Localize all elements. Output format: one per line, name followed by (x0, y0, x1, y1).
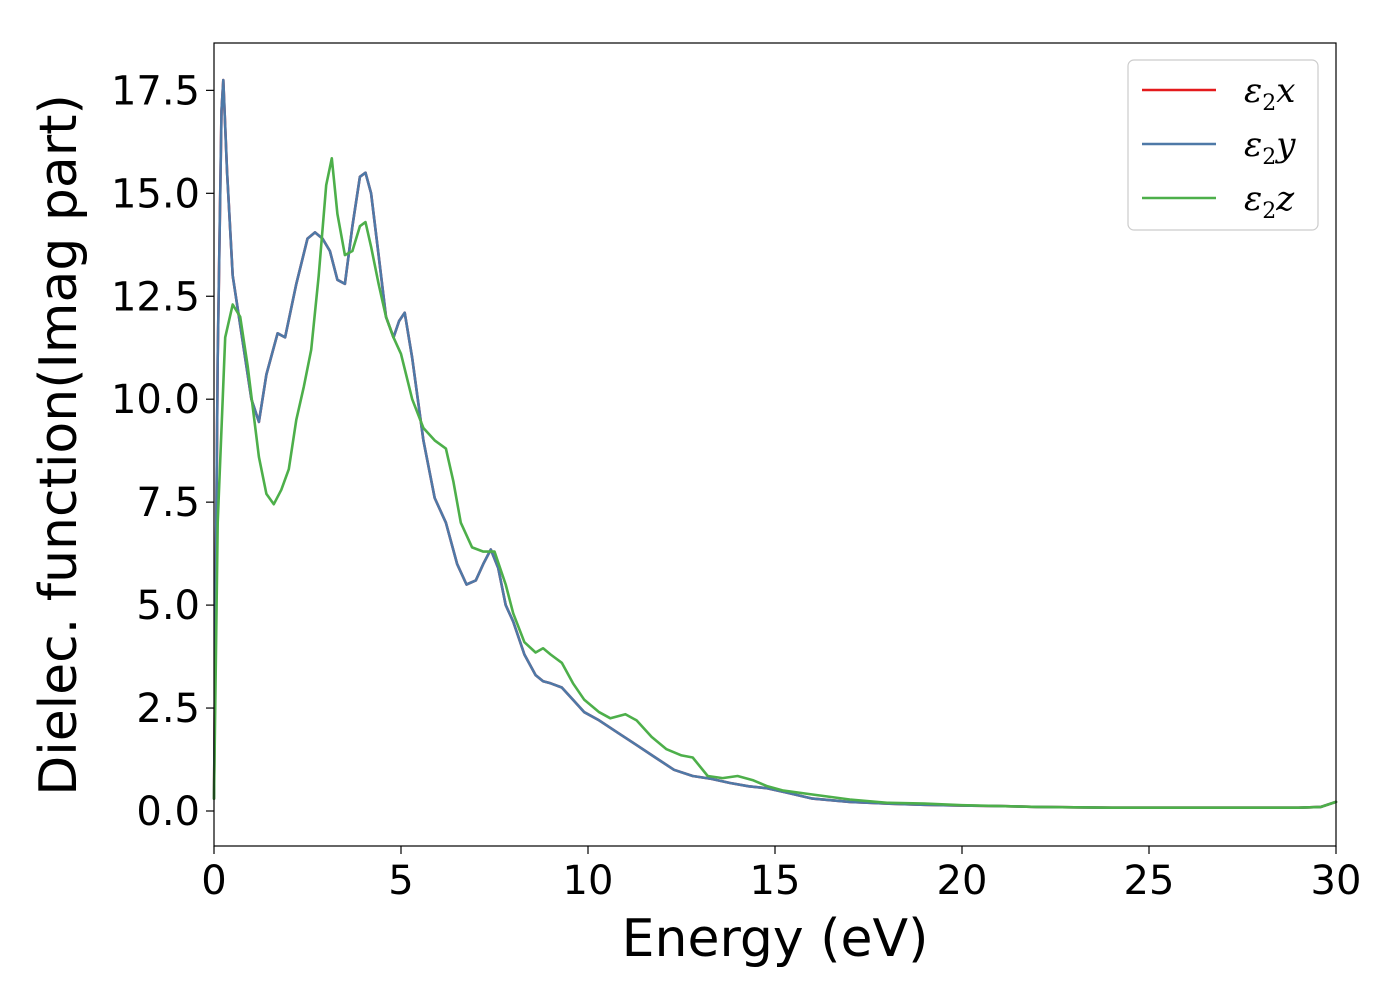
y-tick-label: 2.5 (136, 686, 200, 732)
series-line-z (212, 157, 1338, 809)
legend-box (1127, 59, 1319, 231)
y-tick-label: 15.0 (111, 171, 200, 217)
x-tick-label: 20 (937, 858, 988, 904)
x-tick-label: 30 (1311, 858, 1362, 904)
x-axis-label: Energy (eV) (622, 909, 929, 969)
x-tick-label: 10 (563, 858, 614, 904)
y-tick-label: 17.5 (111, 68, 200, 114)
y-axis: 0.0 2.5 5.0 7.5 10.0 12.5 15.0 17.5 (111, 68, 214, 835)
legend-label-x: ε2x (1244, 71, 1295, 116)
x-tick-label: 5 (388, 858, 413, 904)
x-tick-label: 15 (750, 858, 801, 904)
y-tick-label: 7.5 (136, 480, 200, 526)
y-tick-label: 5.0 (136, 583, 200, 629)
x-tick-label: 25 (1124, 858, 1175, 904)
legend-label-y: ε2y (1244, 125, 1296, 170)
y-tick-label: 12.5 (111, 274, 200, 320)
legend: ε2x ε2y ε2z (1127, 59, 1319, 231)
x-tick-label: 0 (201, 858, 226, 904)
y-axis-label: Dielec. function(Imag part) (29, 94, 89, 796)
legend-label-z: ε2z (1244, 179, 1295, 224)
x-axis: 0 5 10 15 20 25 30 (201, 846, 1361, 904)
y-tick-label: 10.0 (111, 377, 200, 423)
y-tick-label: 0.0 (136, 789, 200, 835)
series-layer (212, 78, 1338, 809)
